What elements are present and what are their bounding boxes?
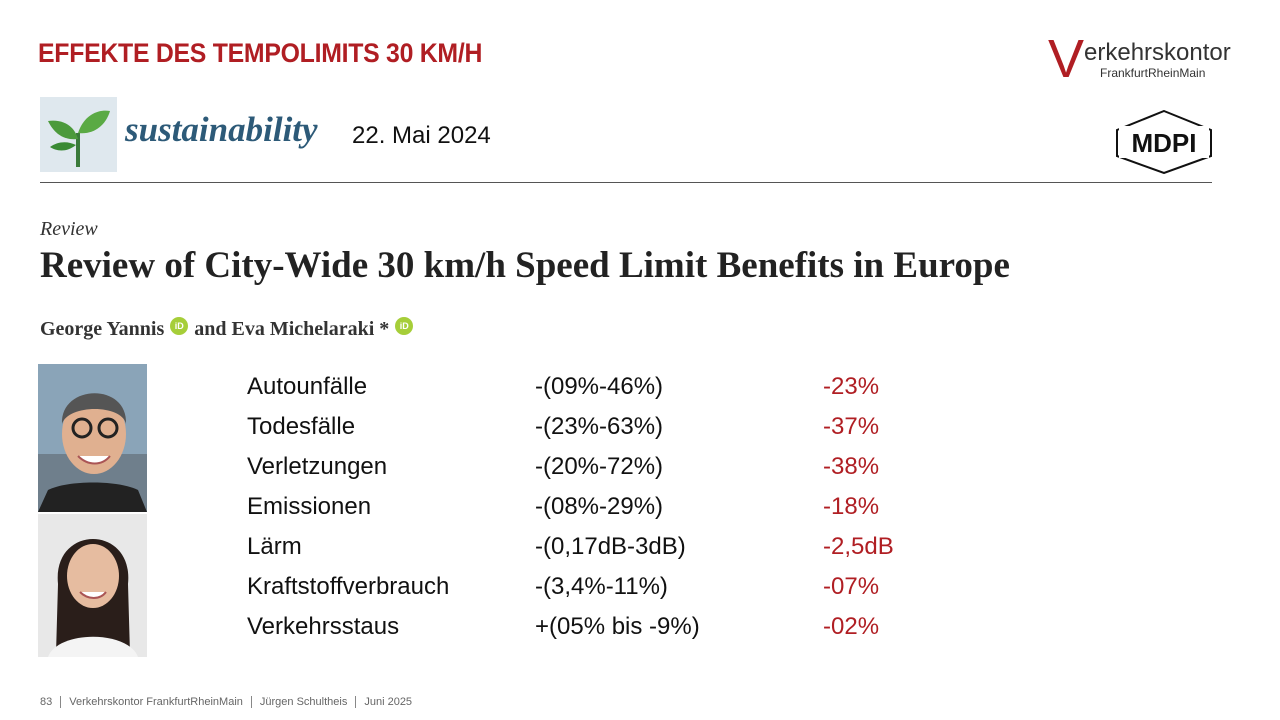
publisher-name: MDPI [1132,128,1197,158]
divider [40,182,1212,183]
journal-name: sustainability [125,110,318,149]
orcid-icon: iD [170,316,189,335]
effect-name: Verletzungen [247,453,388,480]
author-name: and Eva Michelaraki * [194,318,390,340]
effect-average: -2,5dB [823,533,894,560]
journal-date: 22. Mai 2024 [352,122,491,149]
effect-average: -02% [823,613,880,640]
footer: 83 Verkehrskontor FrankfurtRheinMain Jürge… [40,696,420,708]
effect-average: -18% [823,493,880,520]
effect-range: -(23%-63%) [535,413,664,440]
effect-average: -07% [823,573,880,600]
effect-name: Autounfälle [247,373,368,400]
footer-item: Jürgen Schultheis [250,696,355,708]
effect-range: -(0,17dB-3dB) [535,533,686,560]
logo-initial: V [1048,29,1085,89]
effect-name: Kraftstoffverbrauch [247,573,450,600]
slide-title: EFFEKTE DES TEMPOLIMITS 30 KM/H [38,38,483,68]
effect-range: -(08%-29%) [535,493,664,520]
footer-item: Verkehrskontor FrankfurtRheinMain [60,696,251,708]
orcid-icon: iD [395,316,414,335]
effect-name: Verkehrsstaus [247,613,400,640]
authors: George Yannis iD and Eva Michelaraki * iD [40,316,414,341]
effect-name: Todesfälle [247,413,356,440]
author-name: George Yannis [40,318,165,340]
author-photo [38,514,147,657]
effect-average: -38% [823,453,880,480]
logo-text: erkehrskontor [1084,39,1231,66]
effect-range: -(3,4%-11%) [535,573,668,600]
paper-title: Review of City-Wide 30 km/h Speed Limit … [40,245,1010,286]
effect-average: -23% [823,373,880,400]
author-photo [38,364,147,512]
effect-range: -(09%-46%) [535,373,664,400]
effect-range: -(20%-72%) [535,453,664,480]
logo-subtext: FrankfurtRheinMain [1100,66,1206,80]
effect-name: Lärm [247,533,302,560]
footer-item: Juni 2025 [355,696,420,708]
publisher-logo: MDPI [1116,110,1212,174]
footer-item: 83 [40,696,53,708]
journal-icon [40,97,117,172]
effect-name: Emissionen [247,493,372,520]
effect-range: +(05% bis -9%) [535,613,700,640]
paper-label: Review [40,218,98,240]
effect-average: -37% [823,413,880,440]
